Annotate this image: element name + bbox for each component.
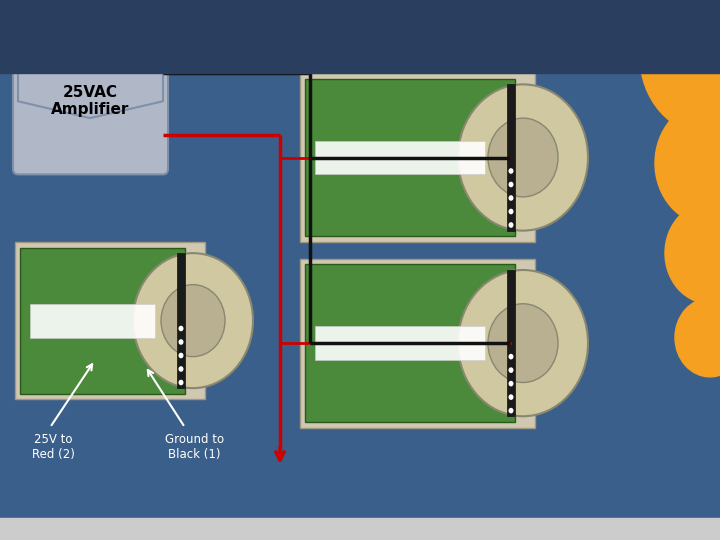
Circle shape bbox=[179, 326, 184, 332]
Bar bbox=[20, 247, 185, 394]
Circle shape bbox=[640, 0, 720, 135]
Bar bbox=[315, 140, 485, 174]
Bar bbox=[300, 259, 535, 428]
Circle shape bbox=[179, 353, 184, 359]
Circle shape bbox=[675, 298, 720, 377]
Circle shape bbox=[508, 381, 513, 387]
Circle shape bbox=[508, 181, 513, 187]
Text: PA Amplifier Wiring Diagram: PA Amplifier Wiring Diagram bbox=[200, 22, 595, 49]
Circle shape bbox=[508, 195, 513, 201]
Circle shape bbox=[655, 102, 720, 225]
Circle shape bbox=[488, 303, 558, 382]
Circle shape bbox=[161, 285, 225, 356]
Bar bbox=[305, 79, 515, 237]
Bar bbox=[177, 253, 185, 388]
Bar bbox=[15, 242, 205, 400]
Circle shape bbox=[133, 253, 253, 388]
Circle shape bbox=[665, 202, 720, 303]
Text: Ground to
Black (1): Ground to Black (1) bbox=[165, 433, 224, 461]
Circle shape bbox=[179, 339, 184, 345]
Circle shape bbox=[488, 118, 558, 197]
Circle shape bbox=[508, 168, 513, 174]
Bar bbox=[305, 265, 515, 422]
Text: 25V to
Red (2): 25V to Red (2) bbox=[32, 433, 75, 461]
Bar bbox=[30, 303, 155, 338]
Bar bbox=[507, 270, 515, 416]
Circle shape bbox=[179, 380, 184, 386]
Circle shape bbox=[458, 84, 588, 231]
Text: Installation: Installation bbox=[8, 22, 204, 50]
Bar bbox=[315, 326, 485, 360]
Circle shape bbox=[508, 222, 513, 228]
Bar bbox=[300, 73, 535, 242]
Bar bbox=[507, 84, 515, 231]
Circle shape bbox=[508, 354, 513, 360]
Polygon shape bbox=[18, 68, 163, 118]
Circle shape bbox=[179, 366, 184, 372]
Circle shape bbox=[508, 408, 513, 414]
Circle shape bbox=[508, 394, 513, 400]
FancyBboxPatch shape bbox=[13, 62, 168, 174]
Circle shape bbox=[508, 208, 513, 214]
Text: –: – bbox=[178, 22, 212, 50]
Text: 25VAC
Amplifier: 25VAC Amplifier bbox=[51, 85, 129, 117]
Circle shape bbox=[458, 270, 588, 416]
Circle shape bbox=[508, 367, 513, 373]
